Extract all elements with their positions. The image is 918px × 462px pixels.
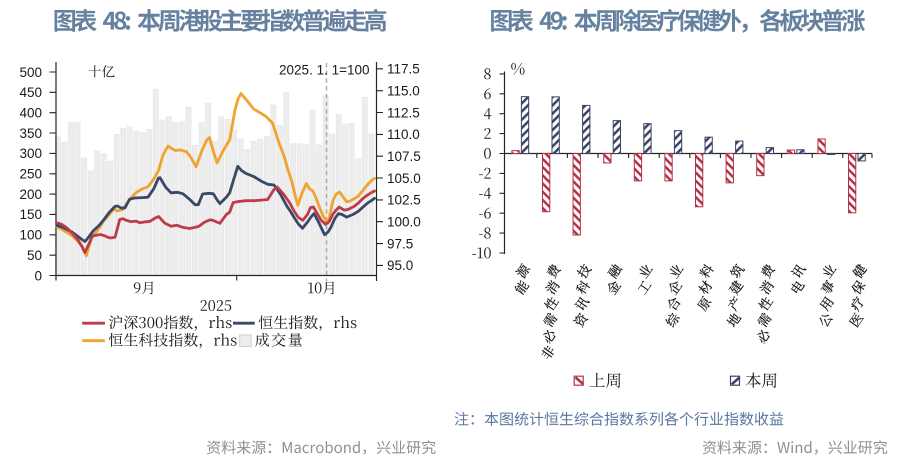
svg-text:112.5: 112.5 — [387, 105, 420, 120]
svg-text:50: 50 — [27, 248, 42, 263]
svg-text:200: 200 — [19, 187, 42, 202]
svg-text:400: 400 — [19, 106, 42, 121]
svg-text:300: 300 — [19, 146, 42, 161]
svg-text:2025. 1. 1=100: 2025. 1. 1=100 — [279, 63, 369, 78]
svg-text:110.0: 110.0 — [387, 127, 420, 142]
svg-text:117.5: 117.5 — [387, 62, 420, 77]
svg-text:350: 350 — [19, 126, 42, 141]
svg-text:500: 500 — [19, 65, 42, 80]
svg-text:0: 0 — [34, 268, 42, 283]
svg-text:105.0: 105.0 — [387, 171, 421, 186]
svg-text:95.0: 95.0 — [387, 258, 413, 273]
svg-text:97.5: 97.5 — [387, 236, 413, 251]
svg-text:115.0: 115.0 — [387, 84, 420, 99]
svg-text:102.5: 102.5 — [387, 193, 421, 208]
svg-text:100: 100 — [19, 228, 42, 243]
svg-text:100.0: 100.0 — [387, 215, 421, 230]
svg-text:450: 450 — [19, 85, 42, 100]
svg-text:250: 250 — [19, 167, 42, 182]
svg-text:107.5: 107.5 — [387, 149, 421, 164]
svg-text:150: 150 — [19, 207, 42, 222]
